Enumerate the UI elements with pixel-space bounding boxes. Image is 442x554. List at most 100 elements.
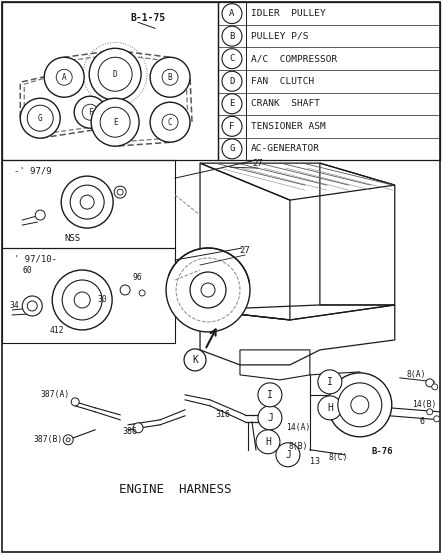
Circle shape — [432, 384, 438, 390]
Circle shape — [91, 98, 139, 146]
Circle shape — [133, 423, 143, 433]
Circle shape — [107, 114, 123, 130]
Text: A/C  COMPRESSOR: A/C COMPRESSOR — [251, 54, 337, 63]
Circle shape — [82, 104, 98, 120]
Text: 14(A): 14(A) — [286, 423, 310, 432]
Text: 6: 6 — [419, 417, 424, 427]
Text: B: B — [229, 32, 235, 40]
Circle shape — [27, 105, 53, 131]
Text: E: E — [113, 117, 118, 127]
Circle shape — [63, 435, 73, 445]
Circle shape — [222, 4, 242, 24]
Circle shape — [32, 110, 48, 126]
Circle shape — [139, 290, 145, 296]
Text: 387(A): 387(A) — [41, 391, 70, 399]
Text: B: B — [168, 73, 172, 82]
Text: A: A — [229, 9, 235, 18]
Circle shape — [258, 406, 282, 430]
Circle shape — [222, 94, 242, 114]
Circle shape — [120, 285, 130, 295]
Text: G: G — [229, 145, 235, 153]
Circle shape — [222, 139, 242, 159]
Text: I: I — [327, 377, 333, 387]
Text: F: F — [88, 107, 92, 117]
Circle shape — [98, 57, 132, 91]
Circle shape — [222, 71, 242, 91]
Circle shape — [162, 69, 178, 85]
Circle shape — [201, 283, 215, 297]
Circle shape — [256, 430, 280, 454]
Circle shape — [74, 96, 106, 128]
Text: G: G — [38, 114, 42, 122]
Circle shape — [190, 272, 226, 308]
Text: IDLER  PULLEY: IDLER PULLEY — [251, 9, 326, 18]
Text: C: C — [168, 117, 172, 127]
Circle shape — [22, 296, 42, 316]
Circle shape — [62, 280, 102, 320]
Text: ' 97/10-: ' 97/10- — [14, 254, 57, 264]
Bar — [2, 2, 218, 160]
Circle shape — [107, 66, 123, 82]
Circle shape — [70, 185, 104, 219]
Text: C: C — [229, 54, 235, 63]
Text: 316: 316 — [216, 411, 230, 419]
Text: ENGINE  HARNESS: ENGINE HARNESS — [119, 483, 231, 496]
Text: J: J — [267, 413, 273, 423]
Text: 27: 27 — [252, 158, 263, 168]
Text: B-1-75: B-1-75 — [130, 13, 166, 23]
Circle shape — [52, 270, 112, 330]
Circle shape — [44, 57, 84, 97]
Bar — [2, 160, 175, 248]
Text: 60: 60 — [23, 265, 32, 275]
Circle shape — [222, 26, 242, 46]
Text: 412: 412 — [50, 326, 65, 335]
Text: FAN  CLUTCH: FAN CLUTCH — [251, 77, 314, 86]
Text: 387(B): 387(B) — [34, 435, 63, 444]
Text: 8(C): 8(C) — [328, 453, 347, 462]
Circle shape — [276, 443, 300, 467]
Circle shape — [222, 116, 242, 136]
Circle shape — [434, 416, 440, 422]
Text: H: H — [265, 437, 271, 447]
Circle shape — [162, 114, 178, 130]
Text: TENSIONER ASM: TENSIONER ASM — [251, 122, 326, 131]
Text: A: A — [62, 73, 66, 82]
Circle shape — [61, 176, 113, 228]
Circle shape — [328, 373, 392, 437]
Circle shape — [351, 396, 369, 414]
Circle shape — [56, 69, 72, 85]
Text: 14(B): 14(B) — [412, 401, 437, 409]
Circle shape — [150, 57, 190, 97]
Bar — [218, 2, 440, 160]
Text: 27: 27 — [240, 245, 250, 254]
Text: B-76: B-76 — [371, 447, 392, 456]
Text: D: D — [113, 70, 118, 79]
Circle shape — [426, 379, 434, 387]
Text: PULLEY P/S: PULLEY P/S — [251, 32, 309, 40]
Text: F: F — [229, 122, 235, 131]
Circle shape — [27, 301, 37, 311]
Bar — [2, 248, 175, 343]
Text: 8(B): 8(B) — [288, 442, 308, 452]
Circle shape — [184, 349, 206, 371]
Circle shape — [318, 370, 342, 394]
Text: 13: 13 — [310, 457, 320, 466]
Circle shape — [222, 49, 242, 69]
Circle shape — [89, 48, 141, 100]
Circle shape — [150, 102, 190, 142]
Text: NSS: NSS — [64, 234, 80, 243]
Circle shape — [318, 396, 342, 420]
Text: 96: 96 — [132, 274, 142, 283]
Text: CRANK  SHAFT: CRANK SHAFT — [251, 99, 320, 108]
Text: H: H — [327, 403, 333, 413]
Circle shape — [117, 189, 123, 195]
Circle shape — [74, 292, 90, 308]
Text: E: E — [229, 99, 235, 108]
Text: 386: 386 — [122, 427, 137, 437]
Text: 8(A): 8(A) — [406, 371, 426, 379]
Circle shape — [258, 383, 282, 407]
Text: D: D — [229, 77, 235, 86]
Text: I: I — [267, 390, 273, 400]
Text: J: J — [285, 450, 291, 460]
Text: AC-GENERATOR: AC-GENERATOR — [251, 145, 320, 153]
